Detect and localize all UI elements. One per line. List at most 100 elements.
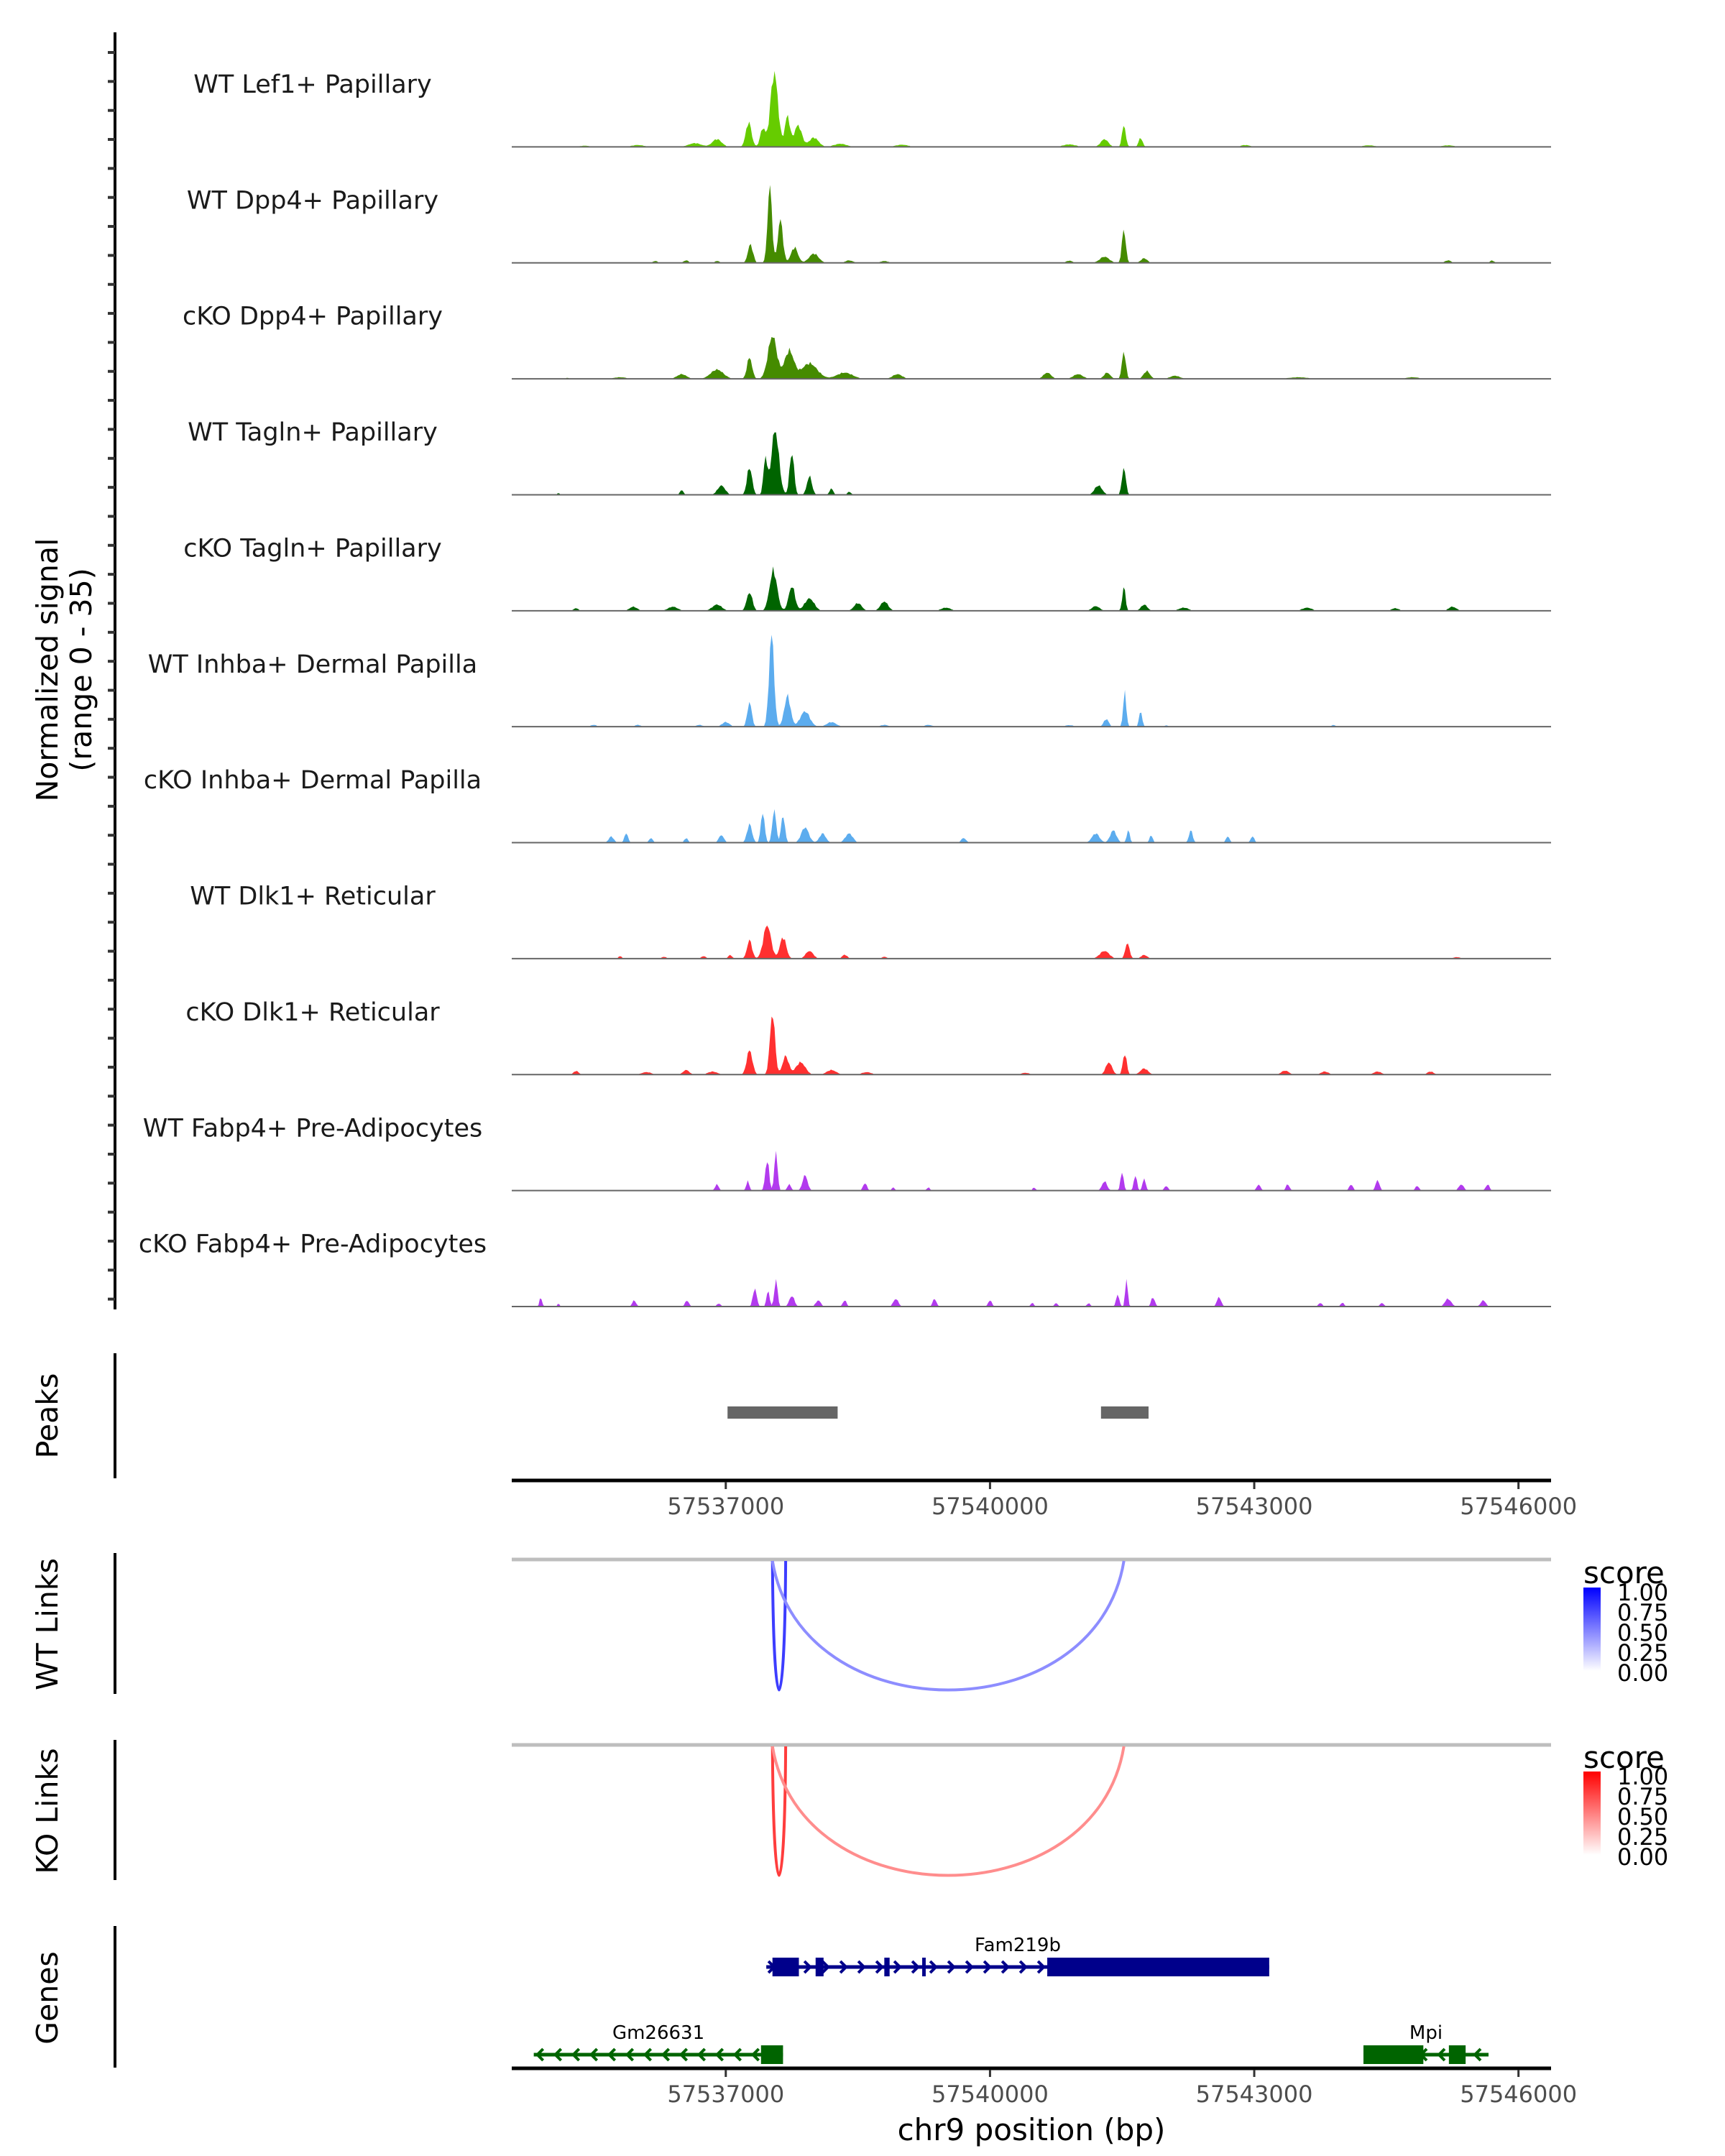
- x-tick-label: 57543000: [1196, 1493, 1313, 1520]
- gene-exon: [1363, 2045, 1424, 2064]
- signal-area: [512, 336, 1551, 379]
- strand-arrow: [911, 1960, 920, 1974]
- strand-arrow: [875, 1960, 884, 1974]
- strand-arrow: [678, 2047, 689, 2062]
- x-tick-label: 57537000: [667, 1493, 784, 1520]
- ko-links-track-label: KO Links: [30, 1748, 65, 1874]
- track-label: WT Dpp4+ Papillary: [187, 186, 438, 215]
- track-label: WT Lef1+ Papillary: [193, 70, 432, 99]
- track-label: cKO Dlk1+ Reticular: [185, 998, 440, 1027]
- signal-y-axis-title: Normalized signal (range 0 - 35): [30, 538, 98, 802]
- gene-exon: [772, 1958, 799, 1976]
- signal-area: [512, 432, 1551, 495]
- signal-track: cKO Tagln+ Papillary: [183, 534, 1551, 612]
- wt-links-track-label: WT Links: [30, 1558, 65, 1690]
- signal-y-label-line2: (range 0 - 35): [64, 568, 98, 771]
- legend-tick-label: 0.75: [1617, 1599, 1668, 1626]
- signal-track: WT Tagln+ Papillary: [188, 418, 1551, 496]
- track-label: cKO Dpp4+ Papillary: [183, 303, 443, 331]
- signal-track: WT Inhba+ Dermal Papilla: [148, 635, 1551, 728]
- gene-label: Fam219b: [975, 1935, 1061, 1956]
- peak-region: [727, 1406, 838, 1419]
- link-arc: [770, 1560, 788, 1692]
- legend-tick-label: 1.00: [1617, 1579, 1668, 1606]
- strand-arrow: [750, 2047, 760, 2062]
- x-tick-label: 57546000: [1460, 1493, 1577, 1520]
- legend-tick-label: 1.00: [1617, 1763, 1668, 1790]
- ko-legend-title: score: [1583, 1740, 1665, 1775]
- signal-area: [512, 566, 1551, 611]
- link-arc: [770, 1560, 1126, 1692]
- legend-tick-label: 0.75: [1617, 1783, 1668, 1810]
- ko-score-legend: score 1.000.750.500.250.00: [1583, 1740, 1668, 1871]
- signal-tracks: WT Lef1+ Papillary WT Dpp4+ Papillary cKO …: [139, 70, 1551, 1307]
- signal-area: [512, 185, 1551, 263]
- peaks-track-label: Peaks: [30, 1373, 65, 1459]
- link-arc: [770, 1746, 1126, 1877]
- gene-label: Mpi: [1409, 2022, 1443, 2044]
- strand-arrow: [803, 1960, 812, 1974]
- strand-arrow: [821, 1960, 830, 1974]
- signal-area: [512, 635, 1551, 727]
- wt-legend-ticks: 1.000.750.500.250.00: [1617, 1579, 1668, 1687]
- x-axis-title: chr9 position (bp): [898, 2112, 1166, 2147]
- track-label: WT Dlk1+ Reticular: [190, 883, 436, 911]
- gene-exon: [1448, 2045, 1466, 2064]
- strand-arrow: [947, 1960, 956, 1974]
- strand-arrow: [696, 2047, 707, 2062]
- signal-track: cKO Dlk1+ Reticular: [185, 998, 1551, 1076]
- strand-arrow: [661, 2047, 671, 2062]
- legend-tick-label: 0.50: [1617, 1803, 1668, 1830]
- gene-exon: [760, 2045, 783, 2064]
- ko-links: [770, 1746, 1126, 1877]
- ko-legend-ticks: 1.000.750.500.250.00: [1617, 1763, 1668, 1871]
- strand-arrow: [732, 2047, 742, 2062]
- gene-exon: [922, 1958, 926, 1976]
- strand-arrow: [965, 1960, 974, 1974]
- wt-legend-colorbar: [1583, 1588, 1601, 1671]
- ko-legend-colorbar: [1583, 1772, 1601, 1855]
- gene: Gm26631: [533, 2022, 783, 2064]
- x-tick-label: 57540000: [932, 2081, 1049, 2108]
- signal-area: [512, 1151, 1551, 1191]
- strand-arrow: [1000, 1960, 1010, 1974]
- signal-area: [512, 70, 1551, 147]
- legend-tick-label: 0.00: [1617, 1659, 1668, 1687]
- strand-arrow: [607, 2047, 617, 2062]
- signal-y-axis-ticks: [108, 51, 115, 1301]
- signal-track: WT Lef1+ Papillary: [193, 70, 1551, 148]
- gene: Mpi: [1363, 2022, 1489, 2064]
- x-axis-top: 57537000 57540000 57543000 57546000: [667, 1482, 1577, 1520]
- track-label: WT Inhba+ Dermal Papilla: [148, 650, 477, 679]
- signal-area: [512, 1279, 1551, 1307]
- track-label: cKO Inhba+ Dermal Papilla: [144, 766, 482, 795]
- x-tick-label: 57543000: [1196, 2081, 1313, 2108]
- strand-arrow: [857, 1960, 866, 1974]
- track-label: WT Tagln+ Papillary: [188, 418, 438, 447]
- signal-track: WT Fabp4+ Pre-Adipocytes: [143, 1114, 1551, 1192]
- gene: Fam219b: [766, 1935, 1269, 1976]
- strand-arrow: [535, 2047, 545, 2062]
- track-label: cKO Tagln+ Papillary: [183, 534, 442, 563]
- legend-tick-label: 0.50: [1617, 1619, 1668, 1646]
- track-label: WT Fabp4+ Pre-Adipocytes: [143, 1114, 482, 1143]
- signal-area: [512, 1016, 1551, 1075]
- strand-arrow: [1036, 1960, 1046, 1974]
- peaks-regions: [727, 1406, 1149, 1419]
- legend-tick-label: 0.25: [1617, 1639, 1668, 1667]
- strand-arrow: [643, 2047, 653, 2062]
- genes-track-label: Genes: [30, 1951, 65, 2045]
- signal-track: WT Dpp4+ Papillary: [187, 185, 1551, 264]
- strand-arrow: [929, 1960, 938, 1974]
- gene-exon: [884, 1958, 890, 1976]
- gene-exon: [1047, 1958, 1269, 1976]
- signal-track: cKO Inhba+ Dermal Papilla: [144, 766, 1551, 844]
- gene-label: Gm26631: [612, 2022, 704, 2044]
- strand-arrow: [839, 1960, 848, 1974]
- link-arc: [770, 1746, 788, 1877]
- strand-arrow: [714, 2047, 724, 2062]
- wt-score-legend: score 1.000.750.500.250.00: [1583, 1555, 1668, 1687]
- x-tick-label: 57546000: [1460, 2081, 1577, 2108]
- track-label: cKO Fabp4+ Pre-Adipocytes: [139, 1230, 487, 1259]
- gene-exon: [815, 1958, 824, 1976]
